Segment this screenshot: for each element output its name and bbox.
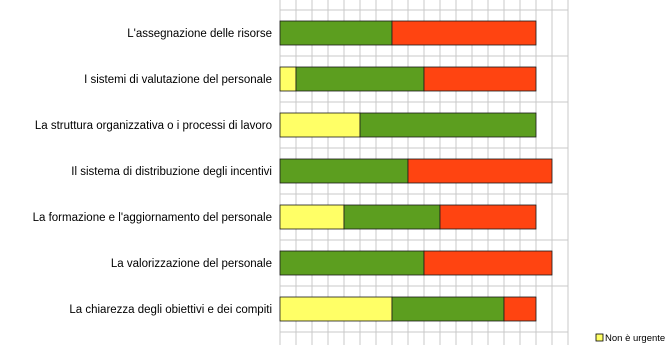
category-labels: L'assegnazione delle risorse I sistemi di…	[33, 28, 272, 316]
bar-segment-series-2-row-4	[439, 204, 537, 230]
bar-segment-series-2-row-0	[391, 20, 537, 46]
bar-segment-series-0-row-4	[279, 204, 345, 230]
category-label: L'assegnazione delle risorse	[127, 28, 272, 40]
legend-swatch-non-urgente	[595, 333, 604, 342]
category-label: I sistemi di valutazione del personale	[84, 74, 272, 86]
bar-segment-series-1-row-0	[279, 20, 393, 46]
bar-segment-series-1-row-1	[295, 66, 425, 92]
bar-segment-series-1-row-5	[279, 250, 425, 276]
bar-segment-series-2-row-1	[423, 66, 537, 92]
bar-segment-series-1-row-3	[279, 158, 409, 184]
bar-segment-series-1-row-6	[391, 296, 505, 322]
bar-segment-series-1-row-4	[343, 204, 441, 230]
bar-segment-series-0-row-2	[279, 112, 361, 138]
legend: Non è urgente	[595, 333, 665, 344]
bar-segment-series-1-row-2	[359, 112, 537, 138]
bar-segment-series-0-row-6	[279, 296, 393, 322]
legend-label-non-urgente: Non è urgente	[605, 333, 665, 344]
bar-segment-series-2-row-6	[503, 296, 537, 322]
bars	[279, 20, 553, 322]
category-label: La formazione e l'aggiornamento del pers…	[33, 212, 272, 224]
category-label: Il sistema di distribuzione degli incent…	[71, 166, 272, 178]
category-label: La struttura organizzativa o i processi …	[35, 120, 272, 132]
category-label: La valorizzazione del personale	[111, 258, 272, 270]
bar-segment-series-2-row-3	[407, 158, 553, 184]
bar-segment-series-2-row-5	[423, 250, 553, 276]
category-label: La chiarezza degli obiettivi e dei compi…	[69, 304, 272, 316]
bar-segment-series-0-row-1	[279, 66, 297, 92]
